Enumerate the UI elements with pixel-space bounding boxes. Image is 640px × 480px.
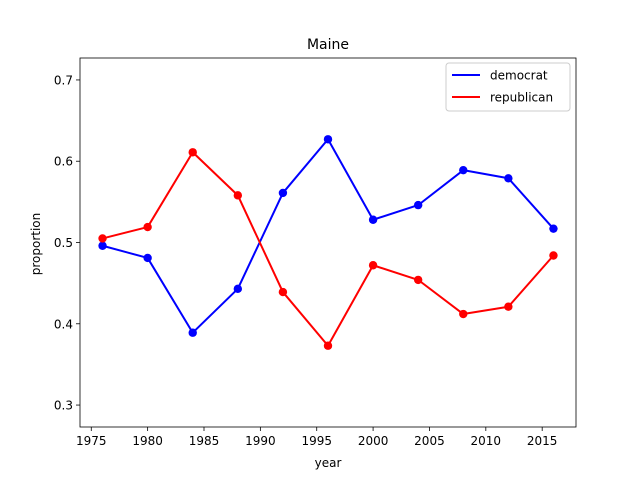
data-point-democrat: [278, 188, 288, 198]
data-point-republican: [549, 251, 558, 260]
data-point-democrat: [549, 224, 558, 233]
data-point-republican: [233, 191, 243, 200]
data-point-democrat: [368, 215, 378, 224]
x-tick-label: 1975: [76, 434, 107, 448]
data-point-democrat: [413, 200, 423, 210]
x-tick-label: 2005: [414, 434, 445, 448]
y-tick-label: 0.3: [54, 399, 73, 413]
x-tick-label: 1995: [301, 434, 332, 448]
series-line-democrat: [102, 138, 555, 334]
legend: democrat republican: [445, 62, 571, 112]
data-point-republican: [143, 222, 152, 232]
data-point-republican: [98, 234, 107, 243]
plot-area: 1975 1980 1985 1990 1995 2000 2005 2010 2015 0.3 0…: [54, 57, 577, 448]
data-point-republican: [368, 261, 378, 270]
data-point-democrat: [233, 284, 243, 294]
data-point-democrat: [188, 328, 197, 337]
x-tick-label: 1985: [189, 434, 220, 448]
x-tick-label: 1980: [132, 434, 163, 448]
data-point-republican: [278, 287, 288, 297]
axes-frame: [79, 57, 577, 428]
legend-label-republican: republican: [490, 91, 553, 105]
data-point-democrat: [143, 253, 152, 263]
x-tick-label: 2010: [471, 434, 502, 448]
x-axis-label: year: [315, 456, 342, 470]
y-tick-label: 0.7: [54, 73, 73, 87]
x-tick-label: 2000: [358, 434, 389, 448]
x-tick-label: 1990: [245, 434, 276, 448]
y-tick-label: 0.5: [54, 236, 73, 250]
data-point-republican: [504, 302, 513, 311]
y-axis-label: proportion: [29, 213, 43, 276]
data-point-republican: [459, 309, 468, 319]
data-point-democrat: [504, 174, 513, 183]
data-point-democrat: [323, 135, 333, 144]
y-tick-label: 0.6: [54, 155, 73, 169]
chart-title: Maine: [307, 37, 349, 53]
y-tick-label: 0.4: [54, 317, 73, 331]
series-line-republican: [102, 151, 555, 347]
x-tick-label: 2015: [527, 434, 558, 448]
data-point-democrat: [459, 165, 468, 175]
data-point-republican: [323, 341, 333, 350]
data-point-democrat: [98, 241, 107, 250]
legend-label-democrat: democrat: [490, 69, 548, 83]
data-point-republican: [188, 148, 197, 157]
data-point-republican: [413, 275, 423, 285]
